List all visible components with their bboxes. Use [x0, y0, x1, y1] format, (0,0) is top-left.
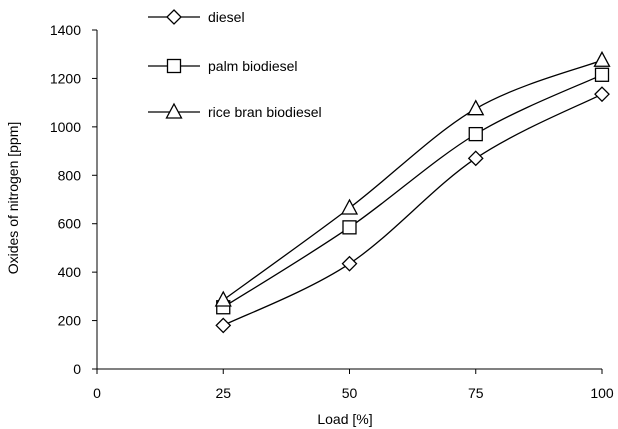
y-tick-label: 200 [58, 313, 82, 329]
y-tick-label: 1400 [50, 22, 81, 38]
x-tick-label: 100 [590, 385, 614, 401]
y-tick-label: 1200 [50, 70, 81, 86]
data-point-rice-bran-biodiesel [468, 101, 483, 115]
data-point-diesel [343, 257, 357, 271]
legend-marker-rice-bran-biodiesel [167, 104, 182, 118]
axes [92, 30, 602, 374]
y-tick-label: 0 [73, 361, 81, 377]
data-point-rice-bran-biodiesel [342, 200, 357, 214]
legend-marker-diesel [167, 10, 181, 24]
x-tick-label: 25 [215, 385, 231, 401]
tick-labels: 0 200 400 600 800 1000 1200 1400 0 25 50 75 100 [50, 22, 614, 401]
legend: diesel palm biodiesel rice bran biodiesel [148, 9, 322, 120]
x-tick-label: 75 [468, 385, 484, 401]
data-point-palm-biodiesel [343, 221, 356, 234]
y-tick-label: 800 [58, 167, 82, 183]
y-tick-label: 400 [58, 264, 82, 280]
y-axis-label: Oxides of nitrogen [ppm] [5, 122, 21, 275]
data-point-diesel [595, 87, 609, 101]
series-layer [216, 52, 610, 332]
data-point-palm-biodiesel [469, 128, 482, 141]
legend-label-rice-bran-biodiesel: rice bran biodiesel [208, 104, 322, 120]
legend-label-diesel: diesel [208, 9, 245, 25]
legend-marker-palm-biodiesel [168, 60, 181, 73]
x-axis-label: Load [%] [317, 411, 372, 427]
data-point-rice-bran-biodiesel [595, 52, 610, 66]
y-tick-label: 1000 [50, 119, 81, 135]
data-point-diesel [469, 151, 483, 165]
y-tick-label: 600 [58, 216, 82, 232]
x-tick-label: 50 [342, 385, 358, 401]
series-line-diesel [223, 94, 602, 325]
data-point-diesel [216, 318, 230, 332]
data-point-rice-bran-biodiesel [216, 292, 231, 306]
data-point-palm-biodiesel [596, 68, 609, 81]
x-tick-label: 0 [93, 385, 101, 401]
legend-label-palm-biodiesel: palm biodiesel [208, 58, 298, 74]
